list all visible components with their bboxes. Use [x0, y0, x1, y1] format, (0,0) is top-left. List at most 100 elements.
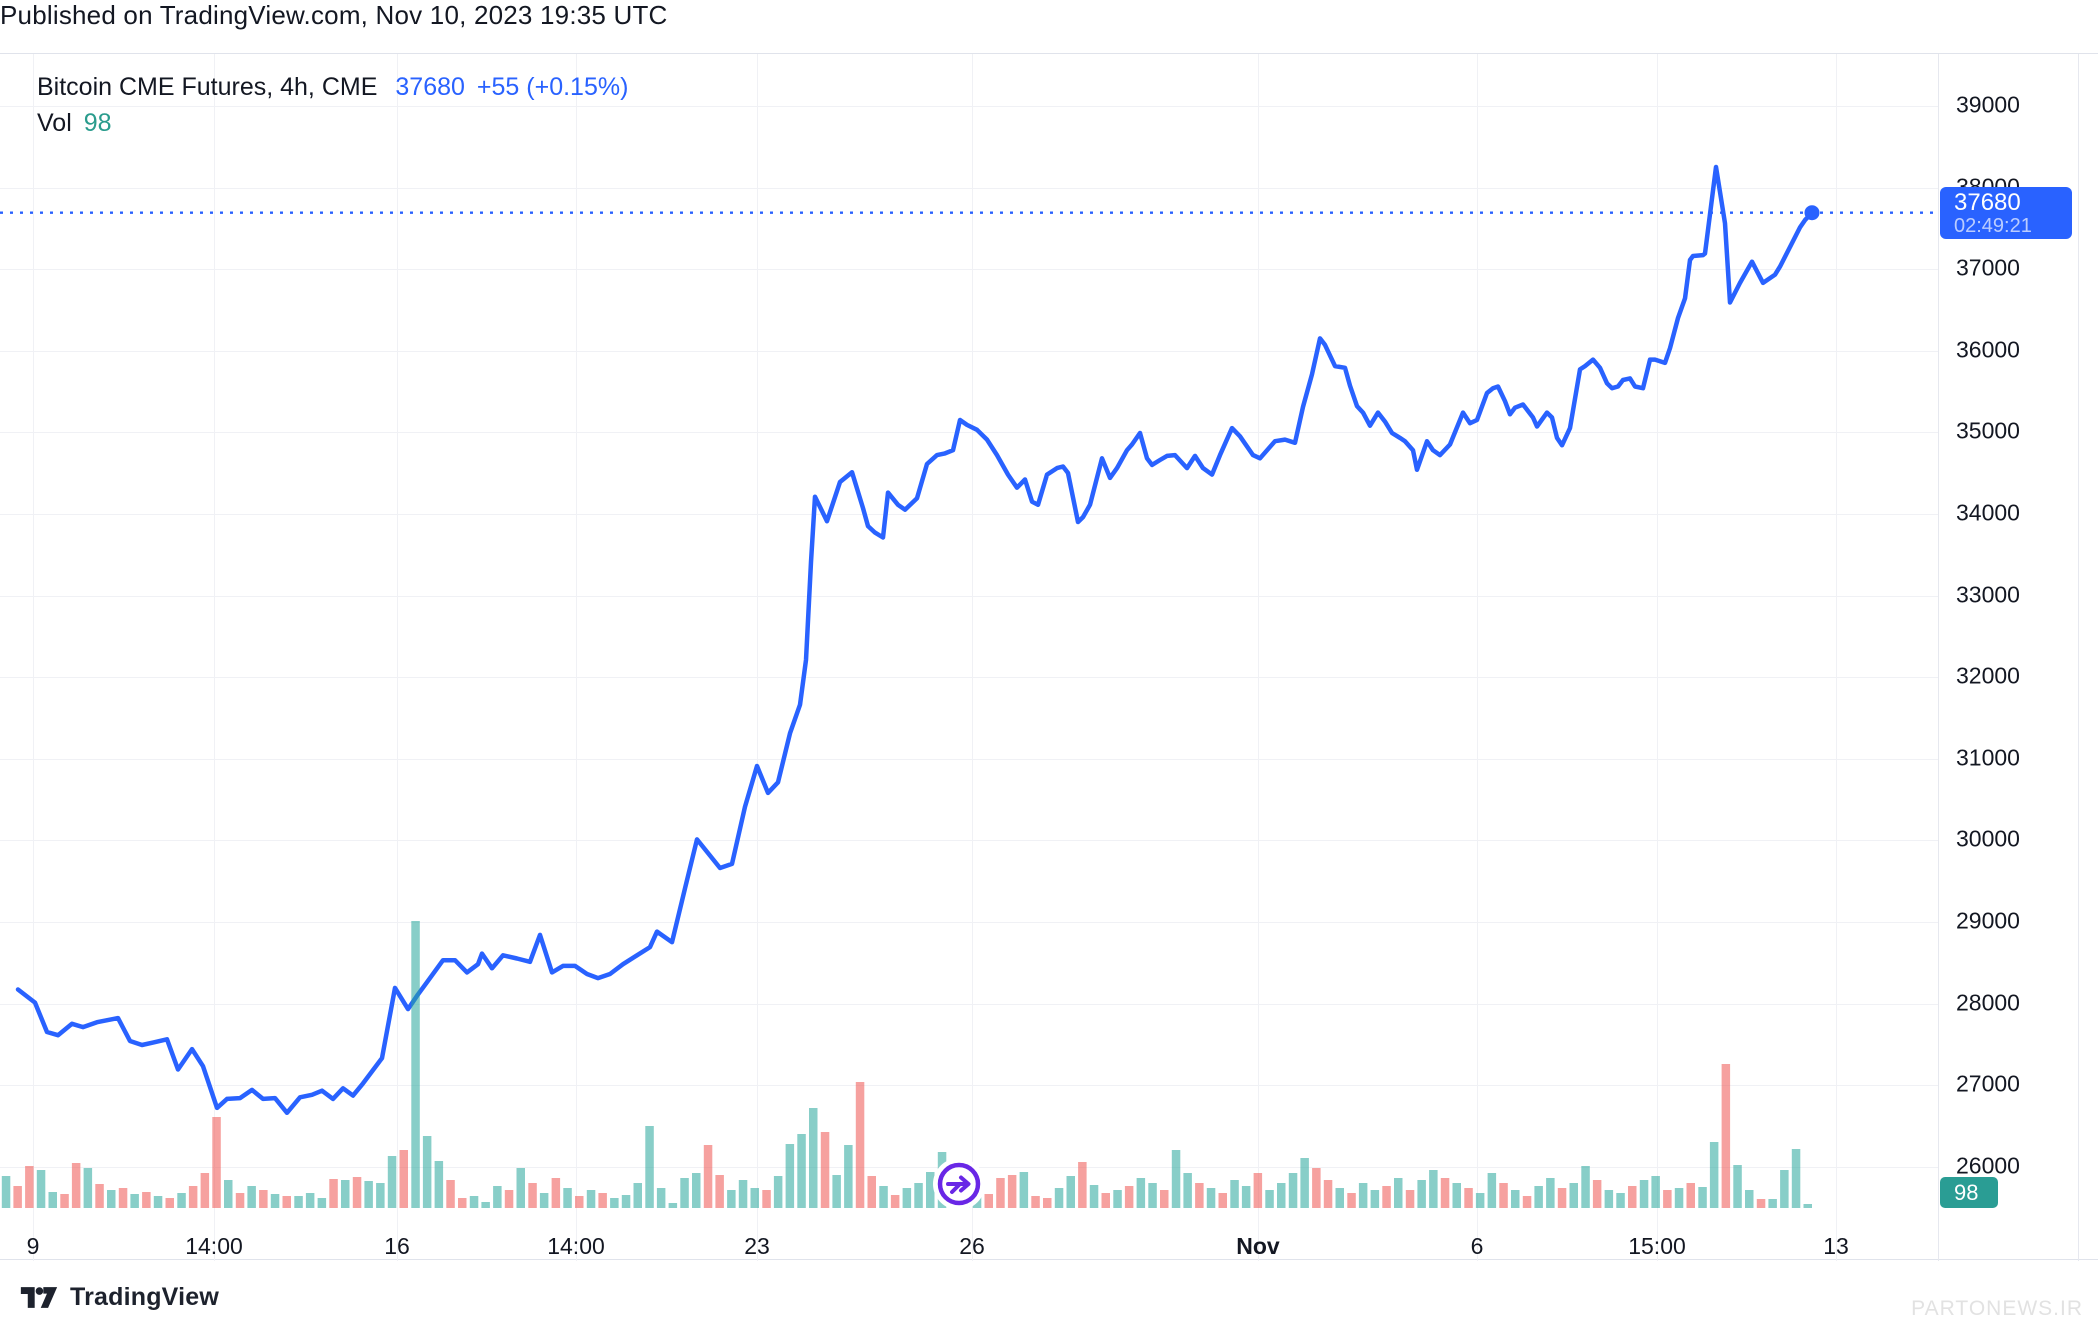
volume-bar-down	[118, 1188, 128, 1208]
y-axis-label: 35000	[1956, 417, 2020, 444]
volume-bar-up	[738, 1180, 748, 1208]
volume-bar-up	[1791, 1149, 1801, 1208]
volume-bar-up	[1745, 1190, 1754, 1208]
volume-bar-up	[1429, 1170, 1438, 1208]
last-volume-value: 98	[1954, 1180, 1979, 1205]
volume-bar-up	[434, 1161, 444, 1208]
volume-bar-down	[1756, 1199, 1766, 1208]
volume-bar-down	[25, 1166, 34, 1208]
volume-bar-down	[95, 1184, 104, 1208]
volume-bar-down	[1323, 1180, 1333, 1208]
v-gridline	[214, 54, 215, 1261]
volume-bar-up	[422, 1136, 432, 1208]
volume-bar-up	[1780, 1170, 1789, 1208]
volume-bar-up	[305, 1193, 315, 1208]
volume-bar-down	[13, 1186, 22, 1208]
volume-bar-up	[1394, 1178, 1403, 1208]
volume-bar-down	[528, 1183, 537, 1208]
volume-bar-down	[1160, 1190, 1169, 1208]
volume-bar-up	[1651, 1176, 1660, 1208]
volume-bar-up	[1709, 1142, 1719, 1208]
volume-bar-down	[1218, 1193, 1227, 1208]
y-axis-label: 37000	[1956, 254, 2020, 281]
volume-bar-down	[1124, 1186, 1134, 1208]
v-gridline	[1477, 54, 1478, 1261]
price-line	[15, 164, 1815, 1116]
volume-bar-up	[481, 1202, 490, 1208]
tradingview-brand-text: TradingView	[70, 1283, 220, 1311]
volume-bar-down	[1007, 1175, 1017, 1208]
volume-bar-up	[493, 1186, 502, 1208]
x-axis-label: 15:00	[1628, 1233, 1686, 1259]
volume-bar-up	[107, 1190, 116, 1208]
v-gridline	[1836, 54, 1837, 1261]
volume-bar-up	[809, 1108, 818, 1208]
volume-bar-down	[458, 1198, 467, 1208]
last-price-tag: 37680 02:49:21	[1940, 187, 2072, 239]
volume-bar-down	[1195, 1183, 1204, 1208]
volume-bar-down	[212, 1117, 221, 1208]
volume-indicator-label: Vol	[37, 109, 72, 137]
volume-bar-up	[1288, 1173, 1298, 1208]
last-volume-tag: 98	[1940, 1177, 1998, 1208]
volume-bar-down	[504, 1190, 514, 1208]
x-axis-label: 14:00	[185, 1233, 243, 1259]
volume-bar-down	[1382, 1186, 1391, 1208]
volume-bar-up	[1616, 1193, 1625, 1208]
volume-bar-up	[1265, 1190, 1274, 1208]
right-edge-border	[2078, 54, 2079, 1261]
x-axis-label: 13	[1823, 1233, 1849, 1259]
volume-bar-down	[352, 1177, 362, 1208]
volume-bar-down	[1628, 1186, 1637, 1208]
volume-bar-down	[703, 1145, 713, 1208]
tradingview-logo-icon	[20, 1286, 58, 1309]
volume-bar-down	[890, 1195, 900, 1208]
volume-bar-down	[996, 1178, 1005, 1208]
h-gridline	[0, 432, 1938, 434]
volume-bar-down	[259, 1190, 268, 1208]
x-axis-label: 9	[26, 1233, 40, 1259]
v-gridline	[33, 54, 34, 1261]
price-axis-border	[1938, 54, 1939, 1261]
y-axis-label: 30000	[1956, 825, 2020, 852]
volume-bar-down	[762, 1190, 771, 1208]
volume-bar-up	[364, 1181, 373, 1208]
volume-bar-down	[1557, 1188, 1567, 1208]
volume-bar-up	[1803, 1204, 1812, 1208]
volume-bar-up	[1054, 1188, 1064, 1208]
v-gridline	[757, 54, 758, 1261]
volume-bar-up	[1171, 1150, 1181, 1208]
legend-last-price: 37680	[395, 73, 465, 101]
volume-bar-up	[926, 1172, 935, 1208]
volume-bar-up	[844, 1145, 853, 1208]
volume-bar-up	[516, 1168, 525, 1208]
tradingview-link[interactable]: TradingView	[20, 1283, 219, 1312]
volume-bar-down	[715, 1175, 724, 1208]
volume-bar-down	[1686, 1183, 1695, 1208]
volume-bar-down	[399, 1150, 408, 1208]
volume-bar-down	[235, 1193, 245, 1208]
volume-bar-down	[867, 1176, 876, 1208]
volume-bar-up	[1335, 1188, 1344, 1208]
chart-legend: Bitcoin CME Futures, 4h, CME 37680 +55 (+0…	[37, 75, 628, 136]
volume-bar-up	[1183, 1173, 1192, 1208]
volume-bar-up	[1277, 1183, 1286, 1208]
volume-bar-up	[879, 1186, 888, 1208]
volume-bar-up	[1639, 1180, 1649, 1208]
volume-bar-up	[1452, 1183, 1461, 1208]
chart-area[interactable]	[0, 53, 2098, 1261]
volume-bar-down	[820, 1132, 830, 1208]
volume-bar-up	[48, 1192, 57, 1208]
volume-bar-up	[341, 1180, 350, 1208]
volume-bar-down	[1078, 1162, 1087, 1208]
volume-bar-up	[1698, 1187, 1707, 1208]
volume-bar-up	[224, 1180, 233, 1208]
volume-bar-up	[1148, 1183, 1157, 1208]
volume-bar-down	[1101, 1193, 1110, 1208]
h-gridline	[0, 106, 1938, 107]
h-gridline	[0, 758, 1938, 760]
volume-bar-up	[1604, 1190, 1614, 1208]
x-axis-label: 26	[959, 1233, 985, 1259]
h-gridline	[0, 922, 1938, 923]
